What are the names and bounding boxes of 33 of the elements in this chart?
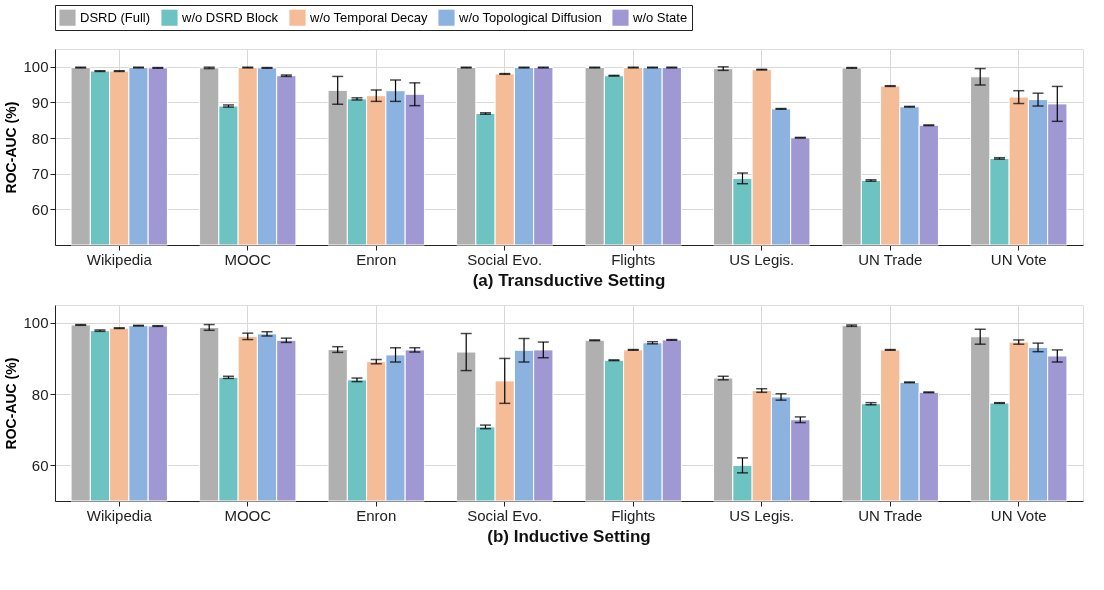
x-tick-label: Enron (356, 250, 397, 268)
legend-label: DSRD (Full) (80, 9, 151, 25)
y-axis-title: ROC-AUC (%) (3, 101, 20, 194)
x-tick-label: UN Vote (990, 506, 1047, 524)
x-tick-label: US Legis. (729, 506, 795, 524)
y-tick-label: 80 (31, 385, 49, 403)
x-tick-label: UN Trade (858, 506, 923, 524)
x-tick-label: MOOC (224, 250, 272, 268)
x-tick-label: MOOC (224, 506, 272, 524)
y-tick-label: 70 (31, 165, 49, 183)
x-tick-label: Social Evo. (467, 250, 543, 268)
y-tick-label: 90 (31, 93, 49, 111)
y-axis-title: ROC-AUC (%) (3, 357, 20, 450)
y-tick-label: 100 (23, 314, 49, 332)
y-tick-label: 60 (31, 456, 49, 474)
x-tick-label: Wikipedia (86, 250, 153, 268)
y-tick-label: 100 (23, 58, 49, 76)
legend-label: w/o DSRD Block (181, 9, 279, 25)
x-tick-label: Social Evo. (467, 506, 543, 524)
y-tick-label: 60 (31, 200, 49, 218)
x-tick-label: Enron (356, 506, 397, 524)
x-tick-label: Wikipedia (86, 506, 153, 524)
x-tick-label: US Legis. (729, 250, 795, 268)
x-tick-label: UN Trade (858, 250, 923, 268)
text: (a) Transductive Setting (472, 271, 666, 290)
y-tick-label: 80 (31, 129, 49, 147)
legend-label: w/o Topological Diffusion (458, 9, 602, 25)
x-tick-label: Flights (611, 250, 656, 268)
x-tick-label: UN Vote (990, 250, 1047, 268)
text: (b) Inductive Setting (487, 527, 651, 546)
legend-label: w/o Temporal Decay (309, 9, 429, 25)
x-tick-label: Flights (611, 506, 656, 524)
legend-label: w/o State (632, 9, 688, 25)
